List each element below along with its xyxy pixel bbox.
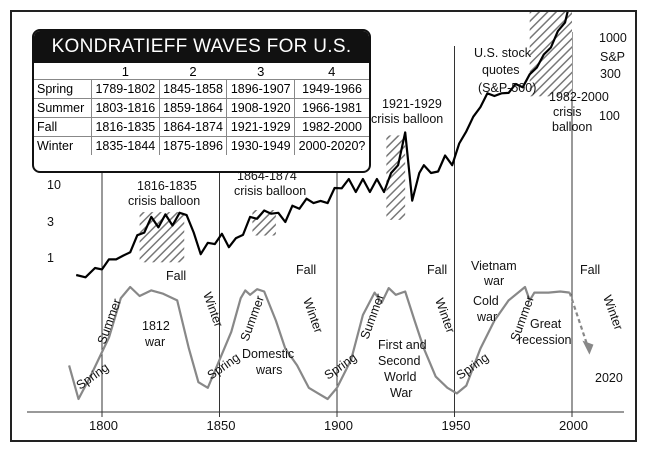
table-season-label: Summer: [34, 98, 92, 118]
stock-index-line: [75, 12, 569, 279]
kondratieff-wave-line: [68, 285, 570, 401]
table-cell: 1803-1816: [91, 98, 160, 118]
annotation-1812-war-1: 1812: [142, 319, 170, 333]
x-tick-label-1800: 1800: [89, 418, 118, 433]
annotation-world-war-2: Second: [378, 354, 420, 368]
balloon-4-label-text-2: balloon: [552, 120, 592, 134]
x-tick-label-1950: 1950: [442, 418, 471, 433]
right-tick-label-1000: 1000: [599, 31, 627, 45]
table-header-empty: [34, 63, 92, 80]
season-label-spring-1: Spring: [74, 360, 112, 392]
stock-label-line1: U.S. stock: [474, 46, 532, 60]
x-tick-label-2000: 2000: [559, 418, 588, 433]
crisis-balloon-4: [529, 12, 572, 97]
season-label-fall-3: Fall: [427, 263, 447, 277]
table-cell: 1864-1874: [158, 117, 227, 137]
table-season-label: Winter: [34, 136, 92, 155]
table-row-summer: Summer 1803-1816 1859-1864 1908-1920 196…: [34, 98, 369, 118]
balloon-4-label-text: crisis: [553, 105, 581, 119]
annotation-vietnam-war-2: war: [483, 274, 504, 288]
chart-frame: 10 3 1 1000 S&P 300 100 U.S. stock quote…: [10, 10, 637, 442]
annotation-great-recession-2: recession: [518, 333, 572, 347]
annotation-great-recession-1: Great: [530, 317, 562, 331]
right-tick-label-100: 100: [599, 109, 620, 123]
right-tick-label-300: 300: [600, 67, 621, 81]
y-tick-label-3: 3: [47, 215, 54, 229]
annotation-world-war-1: First and: [378, 338, 427, 352]
table-cell: 1930-1949: [226, 136, 295, 155]
table-cell: 1845-1858: [158, 79, 227, 99]
season-label-fall-2: Fall: [296, 263, 316, 277]
balloon-2-label-text: crisis balloon: [234, 184, 306, 198]
annotation-world-war-3: World: [384, 370, 416, 384]
table-cell: 1875-1896: [158, 136, 227, 155]
table-row-winter: Winter 1835-1844 1875-1896 1930-1949 200…: [34, 136, 369, 155]
balloon-1-label-years: 1816-1835: [137, 179, 197, 193]
table-cell: 2000-2020?: [294, 136, 369, 155]
right-label-sp: S&P: [600, 50, 625, 64]
table-cell: 1789-1802: [91, 79, 160, 99]
table-cell: 1835-1844: [91, 136, 160, 155]
annotation-cold-war-1: Cold: [473, 294, 499, 308]
table-header-col-3: 3: [257, 63, 265, 79]
table-header-col-1: 1: [121, 63, 129, 79]
x-tick-label-1850: 1850: [207, 418, 236, 433]
annotation-domestic-wars-1: Domestic: [242, 347, 294, 361]
season-label-fall-1: Fall: [166, 269, 186, 283]
season-label-fall-4: Fall: [580, 263, 600, 277]
season-label-summer-2: Summer: [238, 294, 267, 343]
table-row-spring: Spring 1789-1802 1845-1858 1896-1907 194…: [34, 79, 369, 99]
stock-label-line2: quotes: [482, 63, 520, 77]
table-cell: 1921-1929: [226, 117, 295, 137]
annotation-vietnam-war-1: Vietnam: [471, 259, 517, 273]
season-label-summer-1: Summer: [95, 297, 124, 346]
table-cell: 1896-1907: [226, 79, 295, 99]
table-row-fall: Fall 1816-1835 1864-1874 1921-1929 1982-…: [34, 117, 369, 137]
table-cell: 1949-1966: [294, 79, 369, 99]
y-tick-label-10: 10: [47, 178, 61, 192]
y-tick-label-1: 1: [47, 251, 54, 265]
stock-label-line3: (S&P-500): [478, 81, 536, 95]
annotation-domestic-wars-2: wars: [255, 363, 282, 377]
table-title: KONDRATIEFF WAVES FOR U.S.: [34, 31, 369, 63]
annotation-cold-war-2: war: [476, 310, 497, 324]
table-season-label: Fall: [34, 117, 92, 137]
balloon-3-label-years: 1921-1929: [382, 97, 442, 111]
table-cell: 1982-2000: [294, 117, 369, 137]
balloon-3-label-text: crisis balloon: [371, 112, 443, 126]
season-label-winter-4: Winter: [600, 293, 626, 332]
season-label-winter-1: Winter: [200, 290, 226, 329]
season-label-winter-2: Winter: [300, 296, 326, 335]
annotation-world-war-4: War: [390, 386, 412, 400]
season-label-spring-3: Spring: [322, 350, 360, 382]
balloon-4-label-years: 1982-2000: [549, 90, 609, 104]
kondratieff-table-panel: KONDRATIEFF WAVES FOR U.S. 1 2 3 4 Sprin…: [32, 29, 371, 173]
wave-projection-arrow: [582, 340, 594, 355]
balloon-1-label-text: crisis balloon: [128, 194, 200, 208]
wave-projection-line: [568, 292, 590, 349]
season-label-spring-2: Spring: [205, 350, 243, 382]
x-tick-label-1900: 1900: [324, 418, 353, 433]
season-label-winter-3: Winter: [432, 296, 458, 335]
kondratieff-table: 1 2 3 4 Spring 1789-1802 1845-1858 1896-…: [34, 63, 369, 155]
table-cell: 1816-1835: [91, 117, 160, 137]
projection-label-2020: 2020: [595, 371, 623, 385]
table-header-row: 1 2 3 4: [34, 63, 369, 80]
table-cell: 1966-1981: [294, 98, 369, 118]
table-header-col-2: 2: [189, 63, 197, 79]
season-label-spring-4: Spring: [454, 350, 492, 382]
table-season-label: Spring: [34, 79, 92, 99]
table-header-col-4: 4: [328, 63, 336, 79]
table-cell: 1908-1920: [226, 98, 295, 118]
annotation-1812-war-2: war: [144, 335, 165, 349]
table-cell: 1859-1864: [158, 98, 227, 118]
